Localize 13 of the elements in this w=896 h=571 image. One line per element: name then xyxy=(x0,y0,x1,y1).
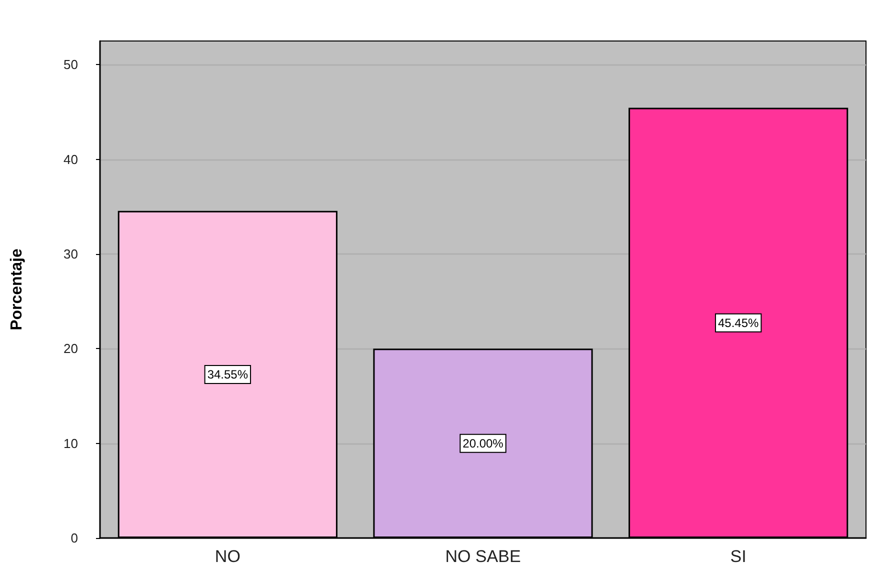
data-label: 34.55% xyxy=(207,367,248,382)
data-label: 20.00% xyxy=(462,436,504,450)
y-axis-title: Porcentaje xyxy=(8,248,26,330)
y-tick-label: 40 xyxy=(64,152,78,167)
data-label: 45.45% xyxy=(718,316,760,330)
x-tick-label: SI xyxy=(730,547,746,566)
y-tick-label: 20 xyxy=(64,341,78,356)
y-tick-label: 0 xyxy=(70,530,78,546)
y-tick-label: 10 xyxy=(64,436,78,451)
x-tick-label: NO SABE xyxy=(445,547,521,566)
x-tick-label: NO xyxy=(214,547,240,566)
y-tick-label: 30 xyxy=(64,246,78,262)
y-tick-label: 50 xyxy=(64,57,78,72)
